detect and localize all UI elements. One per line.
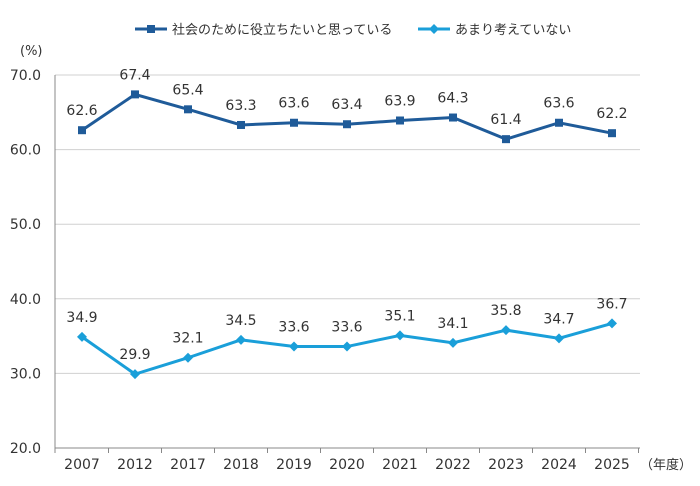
data-label: 63.6 xyxy=(278,96,309,112)
x-tick-label: 2023 xyxy=(488,457,524,473)
data-label: 34.7 xyxy=(543,311,574,327)
legend-marker xyxy=(147,25,155,33)
data-label: 34.5 xyxy=(225,313,256,329)
data-label: 33.6 xyxy=(278,320,309,336)
x-axis-label: （年度） xyxy=(640,457,692,473)
data-point xyxy=(501,325,511,336)
data-label: 62.2 xyxy=(596,106,627,122)
data-point xyxy=(607,318,617,329)
data-label: 34.1 xyxy=(437,316,468,332)
data-label: 63.6 xyxy=(543,96,574,112)
data-label: 65.4 xyxy=(172,82,203,98)
data-label: 35.8 xyxy=(490,303,521,319)
legend-marker xyxy=(429,24,439,34)
data-point xyxy=(131,90,139,99)
data-point xyxy=(78,126,86,135)
y-tick-label: 40.0 xyxy=(10,292,41,308)
data-label: 63.9 xyxy=(384,94,415,110)
data-label: 61.4 xyxy=(490,112,521,128)
data-point xyxy=(608,129,616,138)
data-point xyxy=(449,113,457,122)
data-label: 34.9 xyxy=(66,310,97,326)
y-axis-label: (%) xyxy=(20,44,43,59)
x-tick-label: 2025 xyxy=(594,457,630,473)
y-tick-label: 20.0 xyxy=(10,441,41,457)
data-point xyxy=(343,120,351,129)
legend-label: 社会のために役立ちたいと思っている xyxy=(172,22,392,38)
x-tick-label: 2021 xyxy=(382,457,418,473)
data-label: 36.7 xyxy=(596,296,627,312)
data-label: 62.6 xyxy=(66,103,97,119)
data-label: 32.1 xyxy=(172,331,203,347)
data-point xyxy=(236,334,246,345)
data-point xyxy=(448,337,458,348)
data-point xyxy=(184,105,192,114)
x-tick-label: 2012 xyxy=(117,457,153,473)
x-tick-label: 2022 xyxy=(435,457,471,473)
data-label: 35.1 xyxy=(384,308,415,324)
x-tick-label: 2020 xyxy=(329,457,365,473)
y-tick-label: 60.0 xyxy=(10,143,41,159)
data-label: 63.4 xyxy=(331,97,362,113)
data-point xyxy=(554,333,564,344)
data-point xyxy=(342,341,352,352)
x-tick-label: 2024 xyxy=(541,457,577,473)
x-tick-label: 2019 xyxy=(276,457,312,473)
y-tick-label: 70.0 xyxy=(10,68,41,84)
data-point xyxy=(396,116,404,125)
data-label: 33.6 xyxy=(331,320,362,336)
data-label: 64.3 xyxy=(437,91,468,107)
data-point xyxy=(502,135,510,144)
y-tick-label: 50.0 xyxy=(10,217,41,233)
data-point xyxy=(289,341,299,352)
x-tick-label: 2007 xyxy=(64,457,100,473)
x-tick-label: 2018 xyxy=(223,457,259,473)
data-label: 63.3 xyxy=(225,98,256,114)
data-point xyxy=(395,330,405,341)
data-point xyxy=(183,352,193,363)
data-point xyxy=(290,118,298,127)
data-label: 29.9 xyxy=(119,347,150,363)
y-tick-label: 30.0 xyxy=(10,366,41,382)
x-tick-label: 2017 xyxy=(170,457,206,473)
data-point xyxy=(77,331,87,342)
data-point xyxy=(130,369,140,380)
data-label: 67.4 xyxy=(119,67,150,83)
legend-label: あまり考えていない xyxy=(455,23,571,38)
data-point xyxy=(555,118,563,127)
data-point xyxy=(237,120,245,129)
